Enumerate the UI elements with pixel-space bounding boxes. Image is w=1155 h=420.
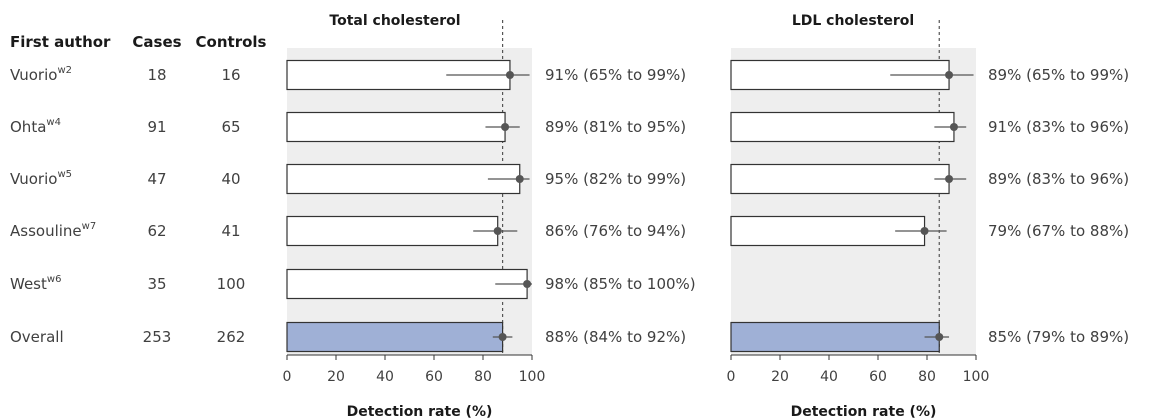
data-label: 95% (82% to 99%) — [545, 170, 686, 188]
study-author: Ohtaw4 — [10, 117, 61, 136]
x-tick-label: 20 — [771, 369, 789, 385]
panel-background — [287, 48, 532, 355]
x-tick-label: 100 — [519, 369, 546, 385]
study-cases: 253 — [143, 328, 172, 346]
data-label: 86% (76% to 94%) — [545, 222, 686, 240]
study-cases: 18 — [147, 66, 166, 84]
study-controls: 41 — [221, 222, 240, 240]
header-cases: Cases — [132, 33, 181, 51]
data-label: 89% (65% to 99%) — [988, 66, 1129, 84]
x-tick-label: 0 — [283, 369, 292, 385]
panel-title: LDL cholesterol — [792, 13, 914, 29]
study-controls: 100 — [217, 275, 246, 293]
study-cases: 47 — [147, 170, 166, 188]
data-label: 85% (79% to 89%) — [988, 328, 1129, 346]
bar — [730, 321, 940, 353]
data-label: 88% (84% to 92%) — [545, 328, 686, 346]
point-estimate — [493, 227, 502, 235]
header-first-author: First author — [10, 33, 111, 51]
study-controls: 262 — [217, 328, 246, 346]
study-controls: 16 — [221, 66, 240, 84]
study-cases: 62 — [147, 222, 166, 240]
bar — [286, 163, 521, 195]
point-estimate — [501, 123, 510, 131]
study-cases: 91 — [147, 118, 166, 136]
x-tick-label: 60 — [425, 369, 443, 385]
bar — [730, 111, 955, 143]
point-estimate — [505, 71, 514, 79]
study-author: Westw6 — [10, 274, 61, 293]
study-author: Assoulinew7 — [10, 221, 96, 240]
study-table: First author Cases Controls Vuoriow2 18 16… — [10, 33, 267, 346]
bar — [286, 268, 528, 300]
point-estimate — [945, 71, 954, 79]
x-axis-label: Detection rate (%) — [791, 404, 937, 420]
data-label: 89% (83% to 96%) — [988, 170, 1129, 188]
x-tick-label: 40 — [820, 369, 838, 385]
panel-background — [731, 48, 976, 355]
study-cases: 35 — [147, 275, 166, 293]
data-label: 79% (67% to 88%) — [988, 222, 1129, 240]
panel-title: Total cholesterol — [329, 13, 460, 29]
data-label: 91% (83% to 96%) — [988, 118, 1129, 136]
study-author: Overall — [10, 328, 64, 346]
panel-ldl-cholesterol: LDL cholesterol 89% (65% to 99%) 91% (83% … — [727, 13, 1130, 420]
study-author: Vuoriow2 — [10, 65, 72, 84]
point-estimate — [920, 227, 929, 235]
study-controls: 40 — [221, 170, 240, 188]
point-estimate — [935, 333, 944, 341]
point-estimate — [949, 123, 958, 131]
x-tick-label: 0 — [727, 369, 736, 385]
point-estimate — [945, 175, 954, 183]
header-controls: Controls — [196, 33, 267, 51]
x-tick-label: 60 — [869, 369, 887, 385]
bar — [730, 215, 926, 247]
study-author: Vuoriow5 — [10, 169, 72, 188]
x-tick-label: 100 — [963, 369, 990, 385]
point-estimate — [523, 280, 532, 288]
bar — [730, 163, 950, 195]
data-label: 98% (85% to 100%) — [545, 275, 696, 293]
x-axis-label: Detection rate (%) — [347, 404, 493, 420]
study-controls: 65 — [221, 118, 240, 136]
x-tick-label: 80 — [918, 369, 936, 385]
x-tick-label: 80 — [474, 369, 492, 385]
point-estimate — [498, 333, 507, 341]
data-label: 89% (81% to 95%) — [545, 118, 686, 136]
bar — [286, 59, 511, 91]
panel-total-cholesterol: Total cholesterol 91% (65% to 99%) 89% (81… — [283, 13, 696, 420]
point-estimate — [515, 175, 524, 183]
bar — [286, 111, 506, 143]
bar — [286, 321, 504, 353]
x-tick-label: 20 — [327, 369, 345, 385]
bar — [286, 215, 499, 247]
x-tick-label: 40 — [376, 369, 394, 385]
data-label: 91% (65% to 99%) — [545, 66, 686, 84]
